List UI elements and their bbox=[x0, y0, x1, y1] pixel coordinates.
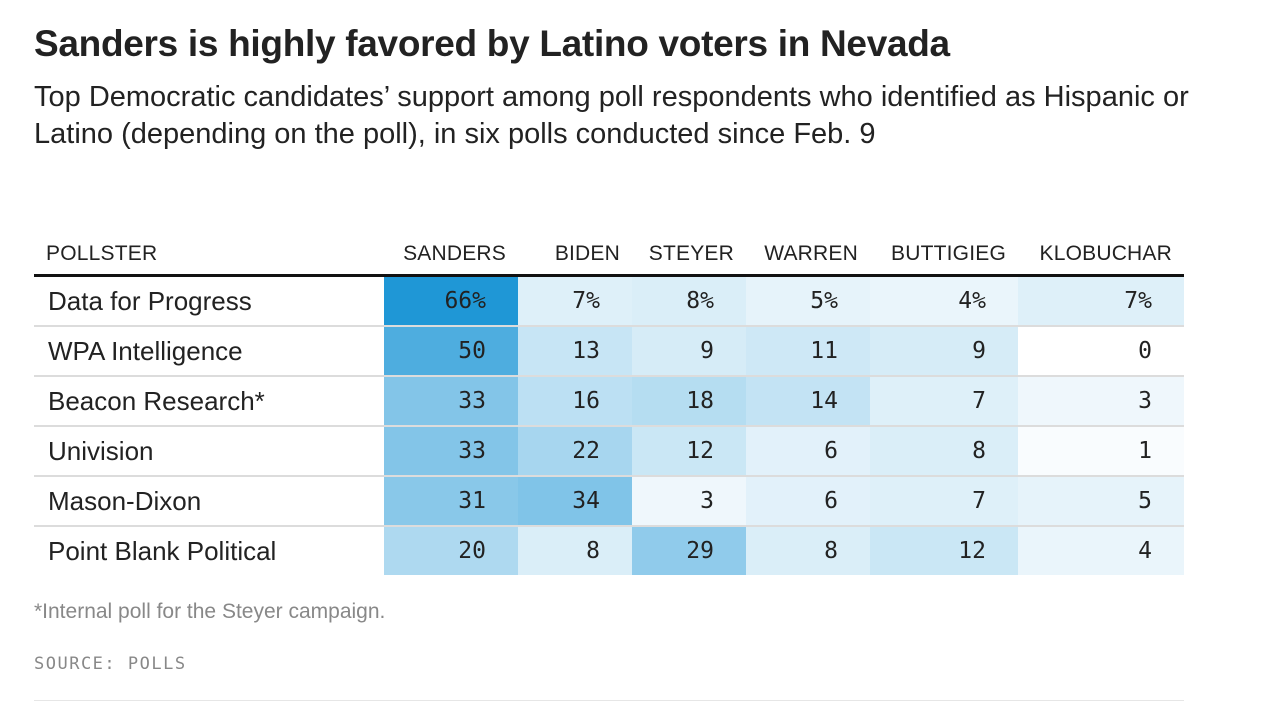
cell-biden: 22 bbox=[518, 426, 632, 476]
cell-buttigieg: 8 bbox=[870, 426, 1018, 476]
cell-klobuchar: 4 bbox=[1018, 526, 1184, 575]
column-header-warren: WARREN bbox=[746, 234, 870, 276]
cell-sanders: 50 bbox=[384, 326, 518, 376]
header-row: POLLSTER SANDERS BIDEN STEYER WARREN BUT… bbox=[34, 234, 1184, 276]
cell-klobuchar: 0 bbox=[1018, 326, 1184, 376]
cell-warren: 8 bbox=[746, 526, 870, 575]
column-header-biden: BIDEN bbox=[518, 234, 632, 276]
cell-steyer: 12 bbox=[632, 426, 746, 476]
column-header-pollster: POLLSTER bbox=[34, 234, 384, 276]
pollster-name: Data for Progress bbox=[34, 276, 384, 327]
table-row: Univision 33 22 12 6 8 1 bbox=[34, 426, 1184, 476]
bottom-divider bbox=[34, 700, 1184, 701]
table-row: Mason-Dixon 31 34 3 6 7 5 bbox=[34, 476, 1184, 526]
cell-steyer: 8% bbox=[632, 276, 746, 327]
cell-steyer: 3 bbox=[632, 476, 746, 526]
cell-warren: 6 bbox=[746, 476, 870, 526]
cell-klobuchar: 1 bbox=[1018, 426, 1184, 476]
cell-buttigieg: 9 bbox=[870, 326, 1018, 376]
pollster-name: Mason-Dixon bbox=[34, 476, 384, 526]
poll-table-container: POLLSTER SANDERS BIDEN STEYER WARREN BUT… bbox=[34, 234, 1184, 575]
table-row: Beacon Research* 33 16 18 14 7 3 bbox=[34, 376, 1184, 426]
column-header-buttigieg: BUTTIGIEG bbox=[870, 234, 1018, 276]
chart-subtitle: Top Democratic candidates’ support among… bbox=[34, 79, 1224, 153]
cell-steyer: 18 bbox=[632, 376, 746, 426]
cell-sanders: 31 bbox=[384, 476, 518, 526]
pollster-name: Univision bbox=[34, 426, 384, 476]
cell-biden: 13 bbox=[518, 326, 632, 376]
pollster-name: WPA Intelligence bbox=[34, 326, 384, 376]
cell-biden: 34 bbox=[518, 476, 632, 526]
cell-warren: 6 bbox=[746, 426, 870, 476]
cell-steyer: 9 bbox=[632, 326, 746, 376]
column-header-steyer: STEYER bbox=[632, 234, 746, 276]
table-row: WPA Intelligence 50 13 9 11 9 0 bbox=[34, 326, 1184, 376]
cell-sanders: 33 bbox=[384, 426, 518, 476]
chart-title: Sanders is highly favored by Latino vote… bbox=[34, 20, 1234, 68]
cell-buttigieg: 7 bbox=[870, 376, 1018, 426]
cell-biden: 8 bbox=[518, 526, 632, 575]
column-header-klobuchar: KLOBUCHAR bbox=[1018, 234, 1184, 276]
pollster-name: Point Blank Political bbox=[34, 526, 384, 575]
pollster-name: Beacon Research* bbox=[34, 376, 384, 426]
cell-steyer: 29 bbox=[632, 526, 746, 575]
cell-sanders: 66% bbox=[384, 276, 518, 327]
cell-biden: 16 bbox=[518, 376, 632, 426]
poll-table: POLLSTER SANDERS BIDEN STEYER WARREN BUT… bbox=[34, 234, 1184, 575]
cell-warren: 11 bbox=[746, 326, 870, 376]
cell-warren: 14 bbox=[746, 376, 870, 426]
footnote: *Internal poll for the Steyer campaign. bbox=[34, 600, 385, 624]
cell-warren: 5% bbox=[746, 276, 870, 327]
table-row: Point Blank Political 20 8 29 8 12 4 bbox=[34, 526, 1184, 575]
cell-buttigieg: 7 bbox=[870, 476, 1018, 526]
cell-klobuchar: 7% bbox=[1018, 276, 1184, 327]
table-row: Data for Progress 66% 7% 8% 5% 4% 7% bbox=[34, 276, 1184, 327]
cell-biden: 7% bbox=[518, 276, 632, 327]
cell-sanders: 33 bbox=[384, 376, 518, 426]
cell-sanders: 20 bbox=[384, 526, 518, 575]
cell-buttigieg: 4% bbox=[870, 276, 1018, 327]
cell-klobuchar: 3 bbox=[1018, 376, 1184, 426]
cell-klobuchar: 5 bbox=[1018, 476, 1184, 526]
source-note: SOURCE: POLLS bbox=[34, 654, 187, 674]
cell-buttigieg: 12 bbox=[870, 526, 1018, 575]
table-body: Data for Progress 66% 7% 8% 5% 4% 7% WPA Intell… bbox=[34, 276, 1184, 576]
column-header-sanders: SANDERS bbox=[384, 234, 518, 276]
